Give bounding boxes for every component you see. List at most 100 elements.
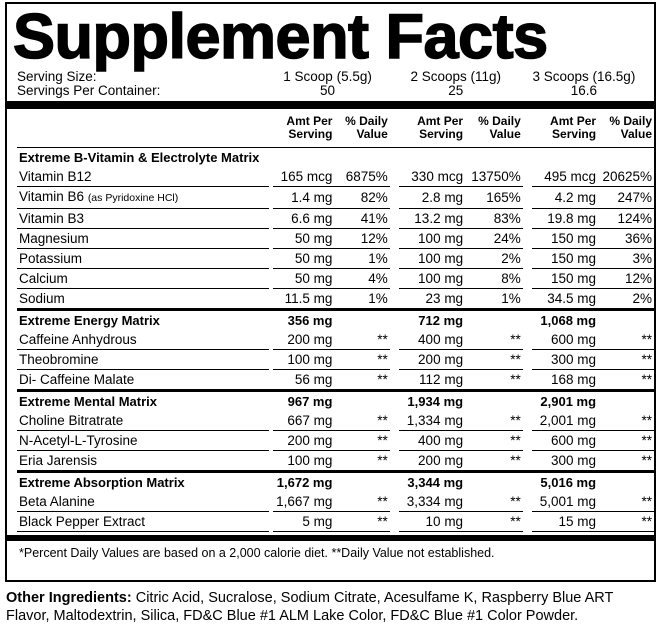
amount: 4.2 mg (532, 186, 599, 209)
section-row: Extreme Absorption Matrix 1,672 mg 3,344 m… (17, 470, 654, 492)
gap-cell (390, 209, 400, 229)
amount: 2,001 mg (532, 411, 599, 431)
amount: 200 mg (399, 349, 466, 370)
ingredient-name: Black Pepper Extract (19, 514, 146, 529)
section-total: 712 mg (399, 308, 466, 330)
blank-cell (334, 389, 390, 411)
ingredient-name: Eria Jarensis (19, 453, 98, 468)
section-name: Extreme Absorption Matrix (17, 470, 269, 492)
blank-cell (399, 148, 465, 168)
amount: 3,334 mg (399, 492, 466, 512)
ingredient-row: Eria Jarensis 100 mg ** 200 mg ** 300 mg ** (17, 450, 654, 472)
facts-panel: Supplement Facts Serving Size: 1 Scoop (… (5, 2, 656, 582)
daily-value: 24% (465, 228, 523, 249)
blank-cell (598, 308, 654, 330)
footnote: *Percent Daily Values are based on a 2,0… (7, 535, 654, 560)
amount: 300 mg (532, 349, 599, 370)
daily-value: ** (598, 411, 654, 431)
gap-cell (522, 109, 533, 148)
ingredient-name: Vitamin B6 (19, 189, 85, 204)
servings: 50 (320, 83, 336, 98)
amount-header: Amt Per Serving (532, 109, 599, 148)
amount: 200 mg (272, 430, 335, 451)
gap-cell (523, 167, 533, 187)
amount: 100 mg (272, 450, 335, 472)
other-ingredients-label: Other Ingredients: (6, 590, 132, 606)
amount: 112 mg (399, 369, 466, 391)
amount: 1.4 mg (272, 186, 335, 209)
ingredient-name: N-Acetyl-L-Tyrosine (19, 433, 138, 448)
ingredient-name: Potassium (19, 251, 83, 266)
gap-cell (523, 512, 533, 532)
blank-cell (334, 148, 389, 168)
daily-value: ** (465, 492, 523, 512)
daily-value: 36% (598, 228, 654, 249)
amount: 200 mg (272, 330, 335, 350)
gap-cell (523, 187, 533, 209)
amount: 330 mcg (399, 167, 466, 187)
header-blank (17, 109, 269, 148)
ingredient-cell: Vitamin B6 (as Pyridoxine HCl) (17, 186, 269, 209)
gap-cell (523, 411, 533, 431)
ingredient-row: Vitamin B12 165 mcg 6875% 330 mcg 13750% 495 … (17, 167, 654, 187)
other-ingredients: Other Ingredients: Citric Acid, Sucralos… (6, 589, 660, 625)
amount: 11.5 mg (272, 288, 335, 310)
ingredient-name: Di- Caffeine Malate (19, 372, 135, 387)
amount: 300 mg (532, 450, 599, 472)
daily-value: 8% (465, 268, 523, 289)
gap-cell (390, 330, 400, 350)
daily-value: ** (598, 492, 654, 512)
amount: 50 mg (272, 228, 335, 249)
amount: 10 mg (399, 511, 466, 532)
gap-cell (390, 249, 400, 269)
ingredient-cell: Di- Caffeine Malate (17, 369, 269, 391)
section-row: Extreme Energy Matrix 356 mg 712 mg 1,068 m… (17, 308, 654, 330)
daily-value: ** (334, 492, 390, 512)
amount: 100 mg (399, 228, 466, 249)
daily-value: ** (465, 349, 523, 370)
daily-value: ** (465, 450, 523, 472)
gap-cell (523, 350, 533, 370)
section-row: Extreme Mental Matrix 967 mg 1,934 mg 2,901… (17, 389, 654, 411)
ingredient-name: Beta Alanine (19, 494, 95, 509)
ingredient-name: Theobromine (19, 352, 99, 367)
amount: 150 mg (532, 248, 599, 269)
thick-rule (7, 101, 654, 109)
ingredient-cell: Vitamin B3 (17, 208, 269, 229)
gap-cell (390, 411, 400, 431)
daily-value: 6875% (334, 167, 390, 187)
daily-value: 165% (465, 186, 523, 209)
section-total: 1,068 mg (532, 308, 599, 330)
daily-value: ** (465, 511, 523, 532)
ingredient-name: Vitamin B3 (19, 211, 85, 226)
ingredient-cell: Eria Jarensis (17, 450, 269, 472)
blank-cell (273, 148, 335, 168)
daily-value: 12% (598, 268, 654, 289)
section-total: 1,934 mg (399, 389, 466, 411)
ingredient-row: Choline Bitratrate 667 mg ** 1,334 mg ** 2,00… (17, 411, 654, 431)
gap-cell (389, 308, 400, 330)
amount: 165 mcg (272, 167, 335, 187)
daily-value: ** (465, 369, 523, 391)
daily-value: ** (598, 330, 654, 350)
amount: 56 mg (272, 369, 335, 391)
daily-value: 124% (598, 208, 654, 229)
amount: 150 mg (532, 268, 599, 289)
section-total: 967 mg (272, 389, 335, 411)
amount: 1,334 mg (399, 411, 466, 431)
amount: 600 mg (532, 330, 599, 350)
daily-value: 2% (465, 248, 523, 269)
amount: 5 mg (272, 511, 335, 532)
ingredient-cell: Vitamin B12 (17, 167, 269, 187)
ingredient-cell: Magnesium (17, 228, 269, 249)
amount: 6.6 mg (272, 208, 335, 229)
amount: 400 mg (399, 330, 466, 350)
gap-cell (390, 431, 400, 451)
gap-cell (390, 167, 400, 187)
section-total: 1,672 mg (272, 470, 335, 492)
daily-value: ** (598, 349, 654, 370)
daily-value: 83% (465, 208, 523, 229)
amount: 400 mg (399, 430, 466, 451)
ingredient-cell: Potassium (17, 248, 269, 269)
gap-cell (390, 350, 400, 370)
